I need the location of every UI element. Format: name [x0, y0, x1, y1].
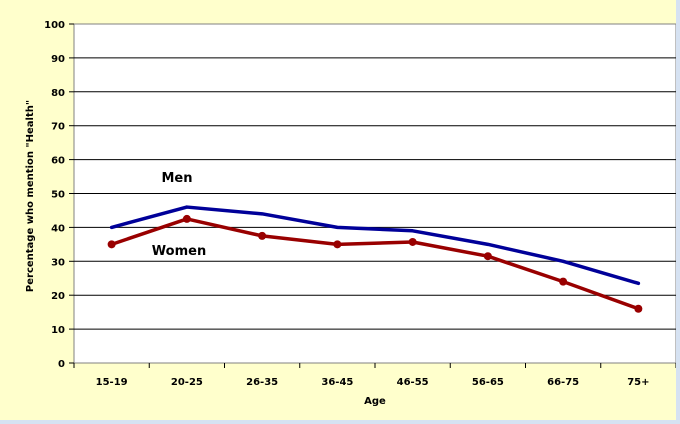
y-tick-label: 40	[51, 223, 65, 234]
data-point-women	[559, 277, 568, 286]
gridlines	[74, 57, 676, 330]
y-tick-label: 20	[51, 291, 65, 302]
y-tick-label: 50	[51, 190, 65, 201]
y-tick-label: 30	[51, 257, 65, 268]
series-label-women: Women	[152, 244, 206, 259]
series-labels: Men Women	[152, 171, 206, 259]
data-point-women	[408, 237, 417, 246]
data-point-women	[634, 304, 643, 313]
x-tick-label: 20-25	[171, 377, 203, 388]
data-point-women	[107, 240, 116, 249]
data-point-women	[258, 231, 267, 240]
series-line-women	[109, 217, 641, 311]
x-tick-label: 56-65	[472, 377, 504, 388]
y-axis-label: Percentage who mention "Health"	[25, 100, 36, 292]
data-point-women	[483, 252, 492, 261]
series-line-men	[109, 205, 641, 286]
y-tick-label: 10	[51, 325, 65, 336]
y-tick-label: 0	[58, 359, 65, 370]
y-tick-label: 70	[51, 122, 65, 133]
x-tick-label: 26-35	[246, 377, 278, 388]
x-tick-label: 46-55	[397, 377, 429, 388]
data-point-women	[182, 214, 191, 223]
y-tick-label: 100	[44, 20, 65, 31]
y-tick-label: 90	[51, 54, 65, 65]
series-lines	[107, 205, 643, 313]
series-label-men: Men	[161, 171, 192, 186]
y-axis-ticks: 0 10 20 30 40 50 60 70 80 90 100	[44, 20, 74, 370]
x-tick-label: 36-45	[321, 377, 353, 388]
data-point-women	[333, 240, 342, 249]
x-tick-label: 15-19	[96, 377, 128, 388]
x-tick-label: 66-75	[547, 377, 579, 388]
x-axis-ticks: 15-19 20-25 26-35 36-45 46-55 56-65 66-75 75+	[73, 363, 677, 388]
x-axis-label: Age	[364, 396, 386, 407]
y-tick-label: 60	[51, 156, 65, 167]
x-tick-label: 75+	[627, 377, 649, 388]
y-tick-label: 80	[51, 88, 65, 99]
